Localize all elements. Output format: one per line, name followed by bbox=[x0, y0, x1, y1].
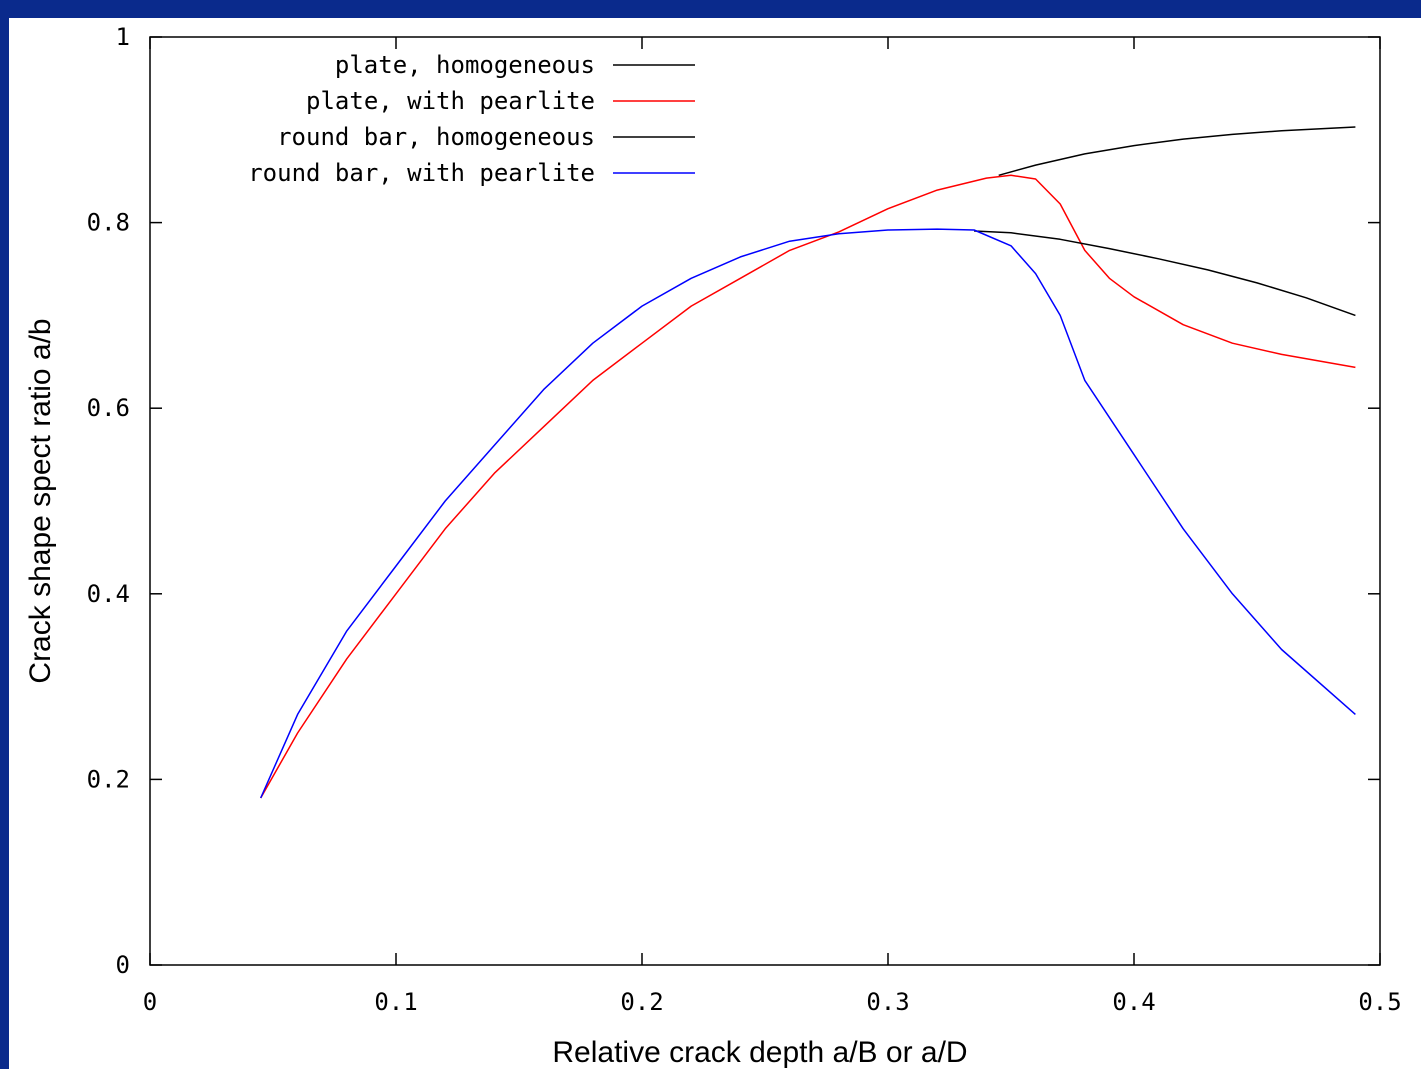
legend-label-0: plate, homogeneous bbox=[335, 51, 595, 79]
x-tick-label: 0.3 bbox=[866, 988, 909, 1016]
series-lines bbox=[260, 126, 1356, 799]
y-tick-label: 0 bbox=[116, 951, 130, 979]
y-tick-label: 0.6 bbox=[87, 394, 130, 422]
plot-area-border bbox=[149, 36, 1381, 966]
x-tick-label: 0 bbox=[143, 988, 157, 1016]
y-tick-label: 0.8 bbox=[87, 209, 130, 237]
legend-label-1: plate, with pearlite bbox=[306, 87, 595, 115]
legend-label-2: round bar, homogeneous bbox=[277, 123, 595, 151]
series-line-1 bbox=[260, 174, 1356, 799]
axis-ticks: 0 0.1 0.2 0.3 0.4 0.5 0 0.2 0.4 0.6 0.8 1 bbox=[87, 23, 1402, 1016]
legend: plate, homogeneous plate, with pearlite ro… bbox=[248, 51, 695, 187]
top-border-bar bbox=[0, 0, 1421, 18]
x-tick-label: 0.4 bbox=[1112, 988, 1155, 1016]
legend-label-3: round bar, with pearlite bbox=[248, 159, 595, 187]
series-line-0 bbox=[998, 126, 1356, 177]
y-axis-label: Crack shape spect ratio a/b bbox=[24, 318, 57, 683]
series-line-2 bbox=[974, 230, 1356, 317]
y-tick-label: 0.2 bbox=[87, 765, 130, 793]
y-tick-label: 1 bbox=[116, 23, 130, 51]
left-border-bar bbox=[0, 0, 9, 1069]
x-tick-label: 0.5 bbox=[1358, 988, 1401, 1016]
x-axis-label: Relative crack depth a/B or a/D bbox=[552, 1036, 967, 1069]
x-tick-label: 0.2 bbox=[620, 988, 663, 1016]
series-line-3 bbox=[260, 228, 1356, 799]
x-tick-label: 0.1 bbox=[374, 988, 417, 1016]
y-tick-label: 0.4 bbox=[87, 580, 130, 608]
